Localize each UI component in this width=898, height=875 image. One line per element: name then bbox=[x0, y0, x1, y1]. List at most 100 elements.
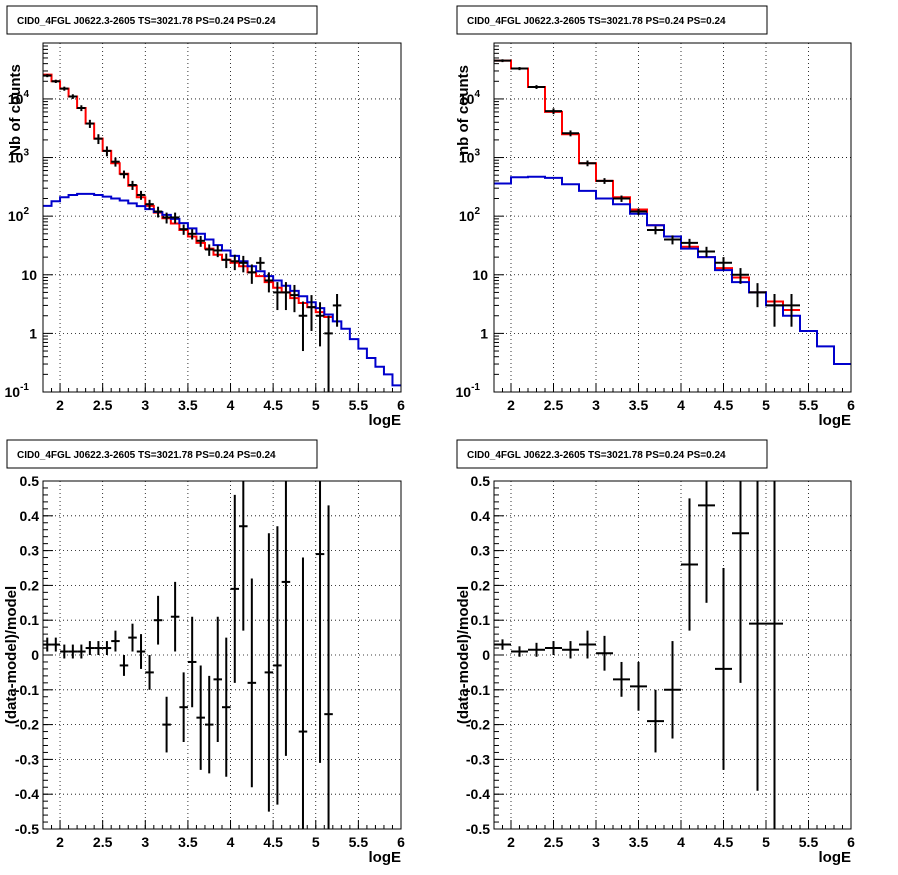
data-point bbox=[613, 661, 630, 697]
data-point bbox=[290, 284, 299, 313]
data-point bbox=[613, 195, 630, 202]
data-point bbox=[579, 630, 596, 659]
panel-counts-right: 2 2.5 3 3.5 4 4.5 5 5.5 6 10-1 1 10 102 103 104 logE nb … bbox=[455, 5, 855, 429]
data-point bbox=[698, 481, 715, 603]
x-tick-label: 2 bbox=[507, 834, 515, 850]
data-point bbox=[664, 235, 681, 245]
data-point bbox=[162, 696, 171, 753]
data-point bbox=[128, 623, 137, 652]
x-tick-label: 3 bbox=[141, 397, 149, 413]
x-tick-label: 4 bbox=[227, 834, 235, 850]
data-point bbox=[749, 283, 766, 308]
panel-counts-left: 2 2.5 3 3.5 4 4.5 5 5.5 6 10-1 1 10 102 103 104 logE Nb … bbox=[5, 5, 405, 429]
data-point bbox=[783, 293, 800, 327]
x-tick-label: 2.5 bbox=[544, 397, 564, 413]
data-point bbox=[119, 655, 129, 676]
y-tick-label: 1 bbox=[480, 325, 488, 341]
plot-area bbox=[494, 59, 851, 366]
y-tick-label: 0.2 bbox=[20, 577, 40, 593]
plot-area bbox=[494, 481, 783, 829]
plot-area bbox=[43, 73, 401, 392]
data-point bbox=[60, 644, 69, 659]
y-tick-label: 0.2 bbox=[471, 577, 491, 593]
data-point bbox=[324, 315, 333, 392]
data-point bbox=[187, 229, 197, 240]
data-point bbox=[179, 672, 188, 742]
y-tick-label: 1 bbox=[29, 325, 37, 341]
data-point bbox=[136, 190, 146, 200]
data-point bbox=[698, 246, 715, 258]
x-tick-label: 4.5 bbox=[714, 834, 734, 850]
data-point bbox=[264, 272, 274, 293]
y-tick-label: 0 bbox=[31, 647, 39, 663]
data-point bbox=[68, 94, 78, 99]
y-tick-label: -0.2 bbox=[466, 717, 490, 733]
x-tick-label: 2.5 bbox=[93, 397, 113, 413]
x-tick-label: 5 bbox=[762, 834, 770, 850]
data-point bbox=[239, 255, 248, 273]
y-tick-label: -0.1 bbox=[466, 682, 490, 698]
data-point bbox=[596, 178, 613, 184]
x-tick-label: 4 bbox=[677, 834, 685, 850]
data-point bbox=[196, 235, 205, 247]
x-tick-label: 5.5 bbox=[349, 834, 369, 850]
data-point bbox=[162, 212, 171, 224]
data-point bbox=[264, 533, 274, 812]
chart-title: CID0_4FGL J0622.3-2605 TS=3021.78 PS=0.2… bbox=[467, 450, 726, 461]
data-point bbox=[43, 637, 52, 652]
chart-title: CID0_4FGL J0622.3-2605 TS=3021.78 PS=0.2… bbox=[17, 16, 276, 27]
data-point bbox=[281, 481, 291, 756]
data-point bbox=[60, 86, 69, 91]
data-point bbox=[256, 257, 265, 271]
data-point bbox=[247, 264, 257, 284]
x-tick-label: 3.5 bbox=[629, 397, 649, 413]
data-point bbox=[562, 641, 579, 659]
data-point bbox=[273, 526, 282, 805]
plot-frame bbox=[42, 480, 402, 830]
x-tick-label: 2.5 bbox=[93, 834, 113, 850]
data-point bbox=[732, 268, 749, 284]
y-tick-label: 0.4 bbox=[471, 508, 491, 524]
y-tick-label: 0.5 bbox=[20, 473, 40, 489]
chart-title: CID0_4FGL J0622.3-2605 TS=3021.78 PS=0.2… bbox=[467, 16, 726, 27]
data-point bbox=[324, 505, 333, 829]
data-point bbox=[111, 630, 120, 652]
data-point bbox=[222, 253, 231, 269]
x-tick-label: 4.5 bbox=[263, 397, 283, 413]
data-point bbox=[77, 105, 86, 112]
data-point bbox=[732, 481, 749, 683]
data-point bbox=[562, 130, 579, 137]
x-tick-label: 2 bbox=[507, 397, 515, 413]
data-point bbox=[102, 146, 112, 157]
data-point bbox=[145, 199, 154, 210]
x-tick-label: 6 bbox=[397, 397, 405, 413]
data-point bbox=[579, 160, 596, 167]
x-axis-title: logE bbox=[819, 412, 852, 429]
title-box bbox=[6, 439, 318, 469]
data-point bbox=[247, 578, 257, 788]
x-tick-label: 4 bbox=[677, 397, 685, 413]
x-tick-label: 2 bbox=[56, 397, 64, 413]
data-point bbox=[596, 635, 613, 671]
plot-frame bbox=[493, 480, 852, 830]
x-tick-label: 5.5 bbox=[349, 397, 369, 413]
x-tick-label: 5 bbox=[762, 397, 770, 413]
model-step-line bbox=[494, 175, 851, 366]
x-tick-label: 3.5 bbox=[178, 834, 198, 850]
data-point bbox=[511, 646, 528, 657]
y-axis-title: (data-model)/model bbox=[455, 586, 472, 724]
data-point bbox=[77, 644, 86, 659]
data-point bbox=[230, 494, 240, 683]
data-point bbox=[528, 642, 545, 657]
y-tick-label: 0 bbox=[482, 647, 490, 663]
y-tick-label: 0.3 bbox=[471, 543, 491, 559]
y-tick-label: 0.1 bbox=[471, 612, 491, 628]
y-tick-label: 10-1 bbox=[456, 382, 481, 400]
data-point bbox=[145, 655, 154, 690]
x-tick-label: 2.5 bbox=[544, 834, 564, 850]
y-tick-label: 103 bbox=[8, 148, 30, 166]
data-point bbox=[528, 85, 545, 89]
data-point bbox=[213, 616, 222, 742]
x-tick-label: 6 bbox=[397, 834, 405, 850]
y-tick-label: -0.2 bbox=[15, 717, 39, 733]
